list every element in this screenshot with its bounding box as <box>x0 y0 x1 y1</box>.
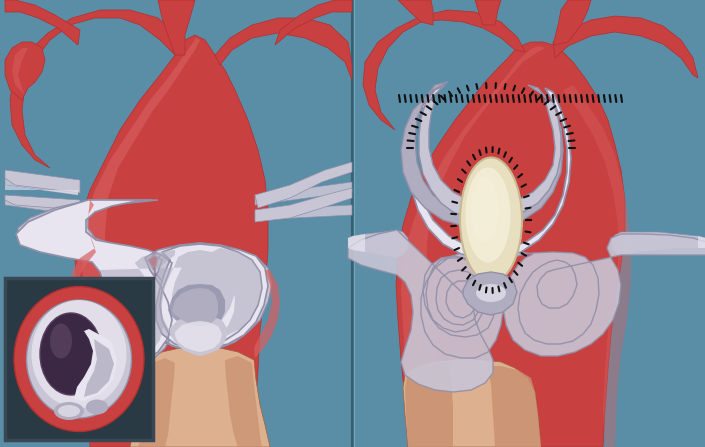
Polygon shape <box>419 100 561 220</box>
Polygon shape <box>215 18 352 80</box>
Polygon shape <box>408 85 571 258</box>
Polygon shape <box>12 48 28 95</box>
Polygon shape <box>563 85 631 447</box>
Polygon shape <box>130 348 270 447</box>
Polygon shape <box>254 270 280 358</box>
Polygon shape <box>5 175 78 195</box>
Ellipse shape <box>86 400 108 414</box>
Polygon shape <box>475 0 501 25</box>
Polygon shape <box>403 358 541 447</box>
Polygon shape <box>553 16 698 78</box>
Polygon shape <box>611 232 705 255</box>
Polygon shape <box>225 356 262 447</box>
Polygon shape <box>255 188 352 222</box>
Polygon shape <box>175 321 222 352</box>
Ellipse shape <box>14 287 144 431</box>
Polygon shape <box>158 0 195 55</box>
Ellipse shape <box>50 324 72 358</box>
Ellipse shape <box>476 284 506 302</box>
Polygon shape <box>353 0 705 447</box>
Polygon shape <box>255 162 352 208</box>
Ellipse shape <box>54 402 84 420</box>
Ellipse shape <box>471 177 499 243</box>
Polygon shape <box>401 82 563 228</box>
Polygon shape <box>16 200 268 364</box>
Polygon shape <box>463 272 517 315</box>
Polygon shape <box>401 46 545 447</box>
Polygon shape <box>405 362 453 447</box>
Polygon shape <box>348 230 705 392</box>
Polygon shape <box>255 205 352 220</box>
Polygon shape <box>10 10 185 168</box>
Polygon shape <box>172 288 218 326</box>
Polygon shape <box>348 234 365 252</box>
Polygon shape <box>348 230 408 258</box>
Ellipse shape <box>465 168 510 262</box>
Polygon shape <box>275 0 352 45</box>
Polygon shape <box>698 236 705 248</box>
Ellipse shape <box>41 314 81 374</box>
Polygon shape <box>170 316 228 356</box>
Polygon shape <box>363 10 525 130</box>
Polygon shape <box>168 284 225 330</box>
Polygon shape <box>5 278 153 440</box>
Polygon shape <box>488 366 541 447</box>
Polygon shape <box>70 200 100 358</box>
Ellipse shape <box>460 157 522 283</box>
Polygon shape <box>5 0 80 45</box>
Ellipse shape <box>27 300 132 418</box>
Polygon shape <box>74 329 117 401</box>
Ellipse shape <box>470 283 512 308</box>
Polygon shape <box>75 35 268 447</box>
Polygon shape <box>138 358 175 447</box>
Polygon shape <box>398 0 433 25</box>
Polygon shape <box>5 198 78 215</box>
Ellipse shape <box>40 313 102 395</box>
Polygon shape <box>84 339 114 397</box>
Ellipse shape <box>32 300 126 408</box>
Polygon shape <box>255 182 352 205</box>
Ellipse shape <box>58 405 80 417</box>
Polygon shape <box>553 0 591 45</box>
Polygon shape <box>18 200 272 364</box>
Polygon shape <box>82 38 200 430</box>
Polygon shape <box>5 170 80 193</box>
Polygon shape <box>5 185 78 195</box>
Polygon shape <box>5 42 45 100</box>
Polygon shape <box>100 248 262 362</box>
Polygon shape <box>5 195 80 210</box>
Polygon shape <box>396 42 625 447</box>
